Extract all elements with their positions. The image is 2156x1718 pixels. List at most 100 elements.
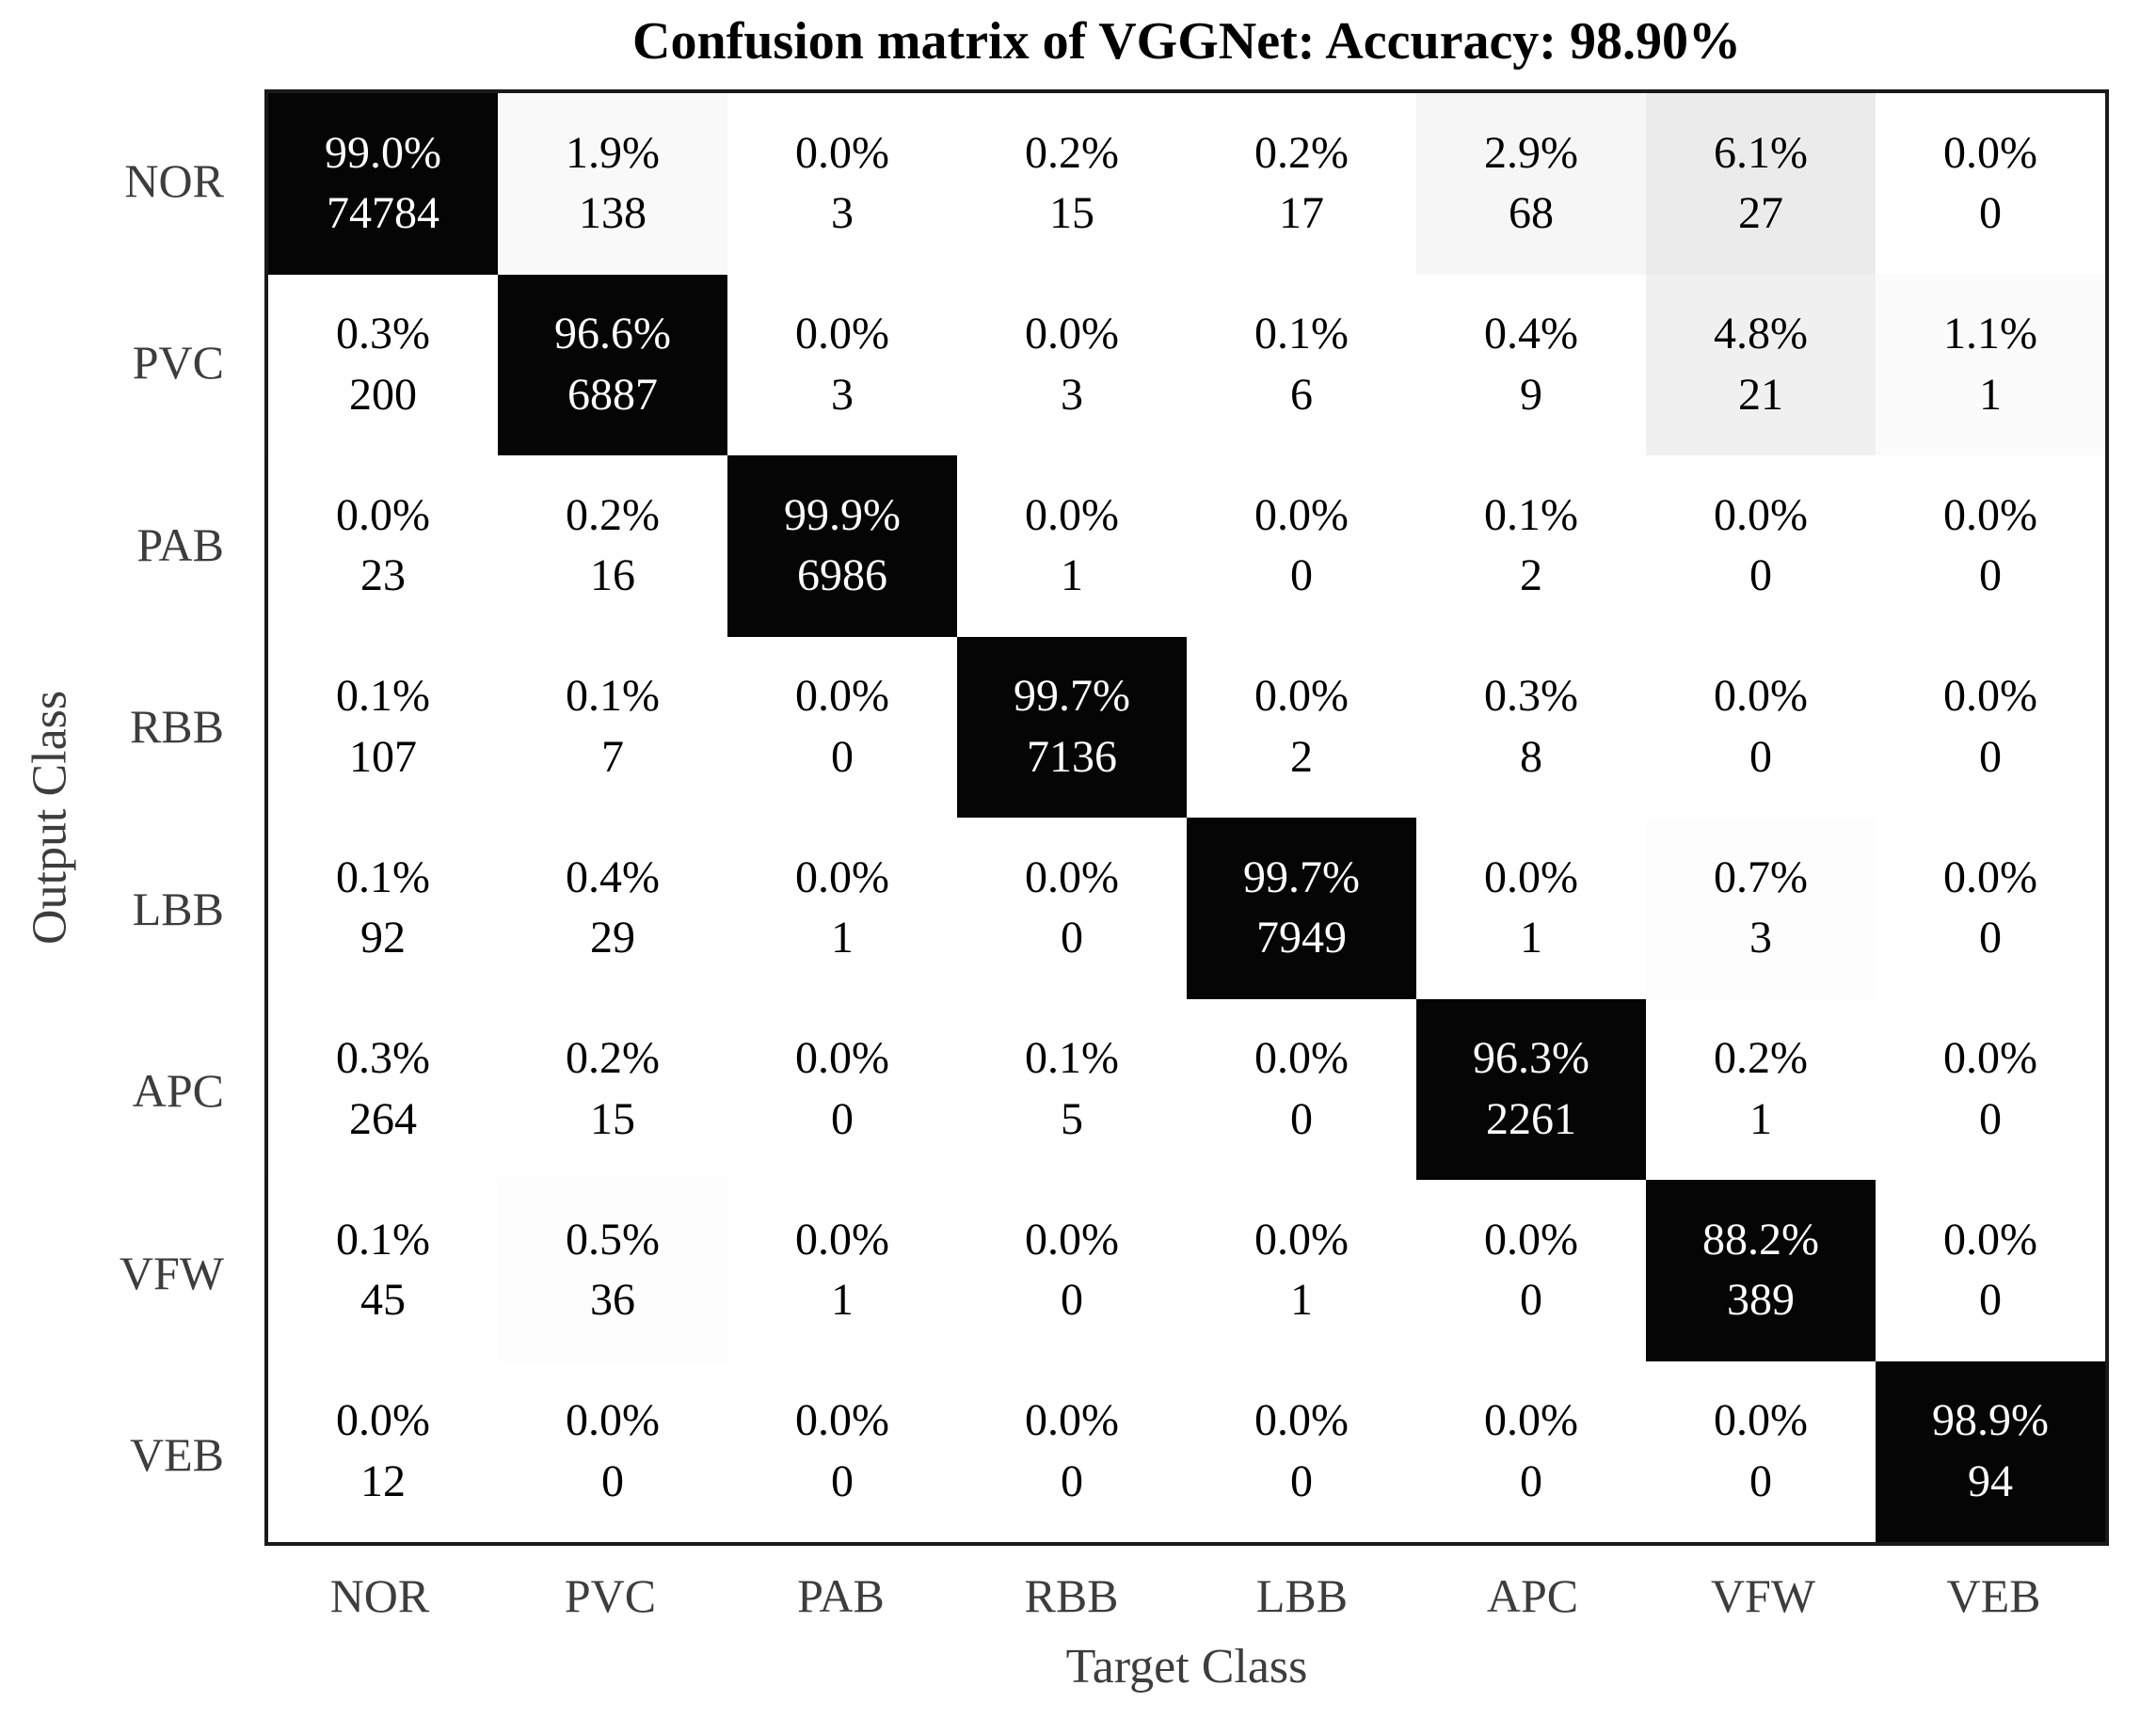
confusion-matrix: 99.0% 74784 1.9% 138 0.0% 3 0.2% 15 0.2% 17 2.9% 68…: [264, 89, 2109, 1546]
cell-percent: 99.9%: [784, 489, 901, 540]
x-tick-labels: NOR PVC PAB RBB LBB APC VFW VEB: [264, 1566, 2109, 1626]
cell-count: 2: [1520, 550, 1542, 601]
cell-count: 0: [831, 1093, 854, 1144]
cell-count: 3: [831, 188, 854, 239]
matrix-cell: 0.0% 0: [1187, 1360, 1416, 1542]
cell-count: 138: [579, 188, 647, 239]
matrix-cell: 0.0% 23: [268, 455, 498, 637]
cell-percent: 0.2%: [1714, 1033, 1808, 1084]
matrix-cell: 0.0% 0: [1876, 1180, 2105, 1361]
matrix-cell: 2.9% 68: [1416, 93, 1646, 275]
matrix-cell: 0.0% 3: [727, 93, 957, 275]
cell-percent: 0.0%: [1943, 851, 2037, 902]
cell-percent: 0.1%: [566, 671, 660, 722]
cell-count: 45: [360, 1275, 406, 1326]
matrix-cell: 0.7% 3: [1646, 818, 1876, 999]
y-tick-label: VEB: [130, 1428, 224, 1482]
matrix-cell: 1.9% 138: [498, 93, 727, 275]
matrix-cell: 0.0% 0: [727, 1360, 957, 1542]
cell-percent: 0.0%: [795, 1214, 889, 1265]
matrix-cell: 0.0% 1: [957, 455, 1187, 637]
cell-count: 0: [1290, 1456, 1313, 1506]
y-tick-label: VFW: [119, 1246, 224, 1299]
cell-percent: 0.0%: [1254, 1214, 1349, 1265]
cell-percent: 0.0%: [1254, 1033, 1349, 1084]
cell-percent: 1.9%: [566, 127, 660, 178]
cell-percent: 0.2%: [566, 1033, 660, 1084]
cell-percent: 0.0%: [795, 127, 889, 178]
cell-count: 0: [831, 731, 854, 782]
cell-percent: 0.0%: [566, 1395, 660, 1446]
cell-percent: 0.0%: [1714, 489, 1808, 540]
matrix-cell: 0.2% 15: [957, 93, 1187, 275]
cell-percent: 0.1%: [1254, 309, 1349, 359]
cell-count: 27: [1738, 188, 1783, 239]
cell-percent: 0.0%: [1943, 1033, 2037, 1084]
matrix-cell: 99.9% 6986: [727, 455, 957, 637]
cell-percent: 0.0%: [795, 309, 889, 359]
matrix-cell: 0.1% 7: [498, 636, 727, 818]
matrix-cell: 0.0% 0: [1876, 818, 2105, 999]
cell-percent: 6.1%: [1714, 127, 1808, 178]
matrix-cell: 0.0% 0: [1876, 93, 2105, 275]
matrix-cell: 0.1% 107: [268, 636, 498, 818]
matrix-cell: 0.0% 0: [727, 998, 957, 1180]
cell-count: 16: [590, 550, 635, 601]
x-tick-label: VFW: [1710, 1569, 1816, 1622]
matrix-cell: 0.4% 29: [498, 818, 727, 999]
matrix-cell: 0.0% 2: [1187, 636, 1416, 818]
cell-percent: 2.9%: [1484, 127, 1578, 178]
cell-count: 1: [1061, 550, 1083, 601]
cell-percent: 96.6%: [554, 309, 671, 359]
y-tick-label: RBB: [129, 700, 224, 754]
cell-count: 3: [831, 369, 854, 420]
cell-count: 3: [1749, 913, 1772, 963]
cell-count: 0: [1290, 1093, 1313, 1144]
matrix-cell: 0.2% 16: [498, 455, 727, 637]
matrix-cell: 0.0% 1: [727, 1180, 957, 1361]
matrix-cell: 0.0% 0: [957, 818, 1187, 999]
x-axis-label: Target Class: [1065, 1640, 1308, 1694]
cell-count: 0: [1061, 1456, 1083, 1506]
y-tick-label: NOR: [124, 153, 224, 207]
matrix-cell: 96.6% 6887: [498, 274, 727, 455]
cell-percent: 0.1%: [1025, 1033, 1119, 1084]
cell-count: 1: [1520, 913, 1542, 963]
y-tick-labels: NOR PVC PAB RBB LBB APC VFW VEB: [0, 89, 247, 1546]
cell-percent: 0.0%: [1025, 851, 1119, 902]
cell-percent: 0.0%: [1254, 1395, 1349, 1446]
cell-count: 264: [349, 1093, 417, 1144]
cell-count: 0: [1979, 1275, 2002, 1326]
cell-percent: 0.0%: [1025, 1214, 1119, 1265]
matrix-cell: 1.1% 1: [1876, 274, 2105, 455]
cell-count: 92: [360, 913, 406, 963]
cell-count: 6986: [797, 550, 887, 601]
cell-count: 0: [1520, 1456, 1542, 1506]
cell-count: 1: [1749, 1093, 1772, 1144]
cell-percent: 0.0%: [1025, 309, 1119, 359]
cell-count: 2261: [1486, 1093, 1576, 1144]
matrix-cell: 0.1% 2: [1416, 455, 1646, 637]
matrix-cell: 0.2% 17: [1187, 93, 1416, 275]
cell-percent: 0.0%: [795, 671, 889, 722]
matrix-cell: 0.0% 1: [1187, 1180, 1416, 1361]
cell-count: 6: [1290, 369, 1313, 420]
cell-percent: 1.1%: [1943, 309, 2037, 359]
cell-count: 17: [1279, 188, 1324, 239]
cell-percent: 0.1%: [336, 671, 430, 722]
matrix-cell: 0.0% 0: [1646, 1360, 1876, 1542]
cell-count: 36: [590, 1275, 635, 1326]
matrix-cell: 0.4% 9: [1416, 274, 1646, 455]
cell-count: 6887: [567, 369, 658, 420]
matrix-cell: 98.9% 94: [1876, 1360, 2105, 1542]
cell-count: 2: [1290, 731, 1313, 782]
cell-percent: 0.0%: [1025, 489, 1119, 540]
cell-percent: 0.0%: [336, 489, 430, 540]
cell-count: 9: [1520, 369, 1542, 420]
cell-count: 5: [1061, 1093, 1083, 1144]
cell-percent: 0.2%: [1254, 127, 1349, 178]
cell-count: 107: [349, 731, 417, 782]
cell-count: 200: [349, 369, 417, 420]
matrix-cell: 0.2% 1: [1646, 998, 1876, 1180]
x-tick-label: LBB: [1255, 1569, 1349, 1622]
